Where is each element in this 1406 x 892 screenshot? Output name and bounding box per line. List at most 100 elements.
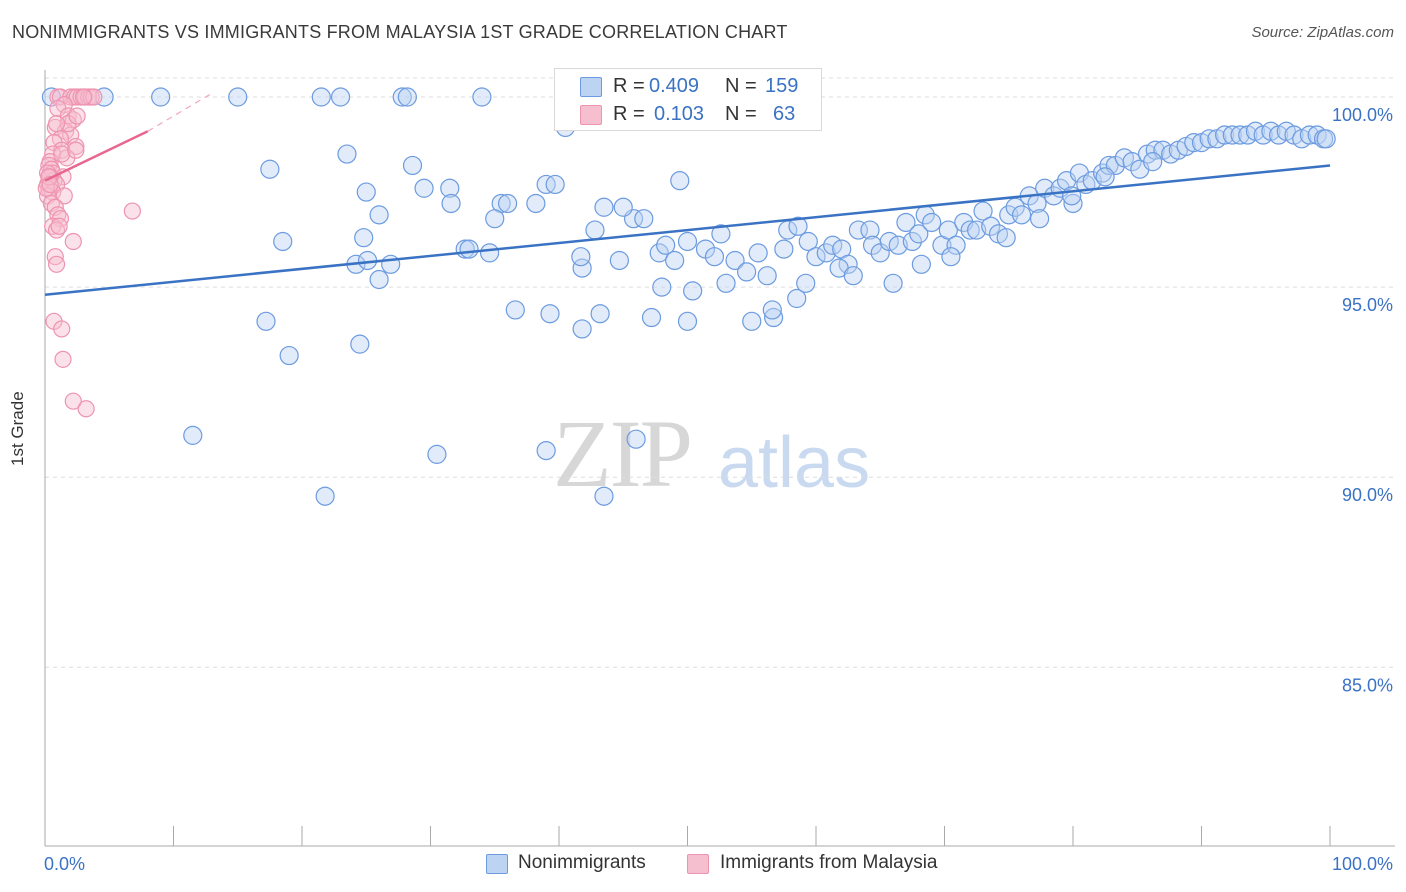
nonimmigrant-point <box>748 243 768 263</box>
nonimmigrant-point <box>704 247 725 267</box>
nonimmigrant-point <box>311 87 331 107</box>
bottom-legend-swatch-blue <box>486 854 508 874</box>
immigrant-point <box>53 145 71 163</box>
nonimmigrant-point <box>967 220 987 240</box>
nonimmigrant-point <box>1029 209 1050 229</box>
nonimmigrant-point <box>1199 129 1219 149</box>
nonimmigrant-point <box>1063 193 1083 214</box>
nonimmigrant-point <box>330 87 351 107</box>
nonimmigrant-point <box>369 205 389 225</box>
nonimmigrant-point <box>505 300 525 320</box>
immigrant-point <box>53 320 71 338</box>
legend-r-value: 0.409 <box>649 75 700 97</box>
nonimmigrant-point <box>911 254 931 274</box>
nonimmigrant-point <box>402 155 423 176</box>
nonimmigrant-point <box>356 182 376 202</box>
immigrant-point <box>123 202 141 220</box>
nonimmigrant-point <box>725 250 745 271</box>
nonimmigrant-point <box>594 486 614 506</box>
bottom-legend-swatch-pink <box>687 854 709 874</box>
nonimmigrant-point <box>613 197 633 217</box>
nonimmigrant-point <box>649 243 669 263</box>
nonimmigrant-point <box>711 224 731 244</box>
immigrants-trend-line <box>44 130 149 182</box>
chart-title: NONIMMIGRANTS VS IMMIGRANTS FROM MALAYSI… <box>12 22 788 42</box>
nonimmigrant-point <box>260 159 280 179</box>
nonimmigrant-point <box>594 197 614 217</box>
nonimmigrant-point <box>774 239 794 259</box>
nonimmigrant-point <box>441 193 461 214</box>
nonimmigrant-point <box>228 87 248 107</box>
nonimmigrant-point <box>656 235 676 255</box>
nonimmigrant-point <box>843 266 863 286</box>
nonimmigrant-point <box>369 269 389 290</box>
nonimmigrant-point <box>973 201 993 221</box>
nonimmigrant-point <box>716 273 736 293</box>
nonimmigrant-point <box>896 212 916 233</box>
nonimmigrant-point <box>677 231 698 252</box>
immigrant-point <box>47 115 66 133</box>
nonimmigrant-point <box>571 247 591 267</box>
nonimmigrant-point <box>414 178 434 198</box>
nonimmigrant-point <box>585 220 605 240</box>
watermark-zip: ZIP <box>553 400 693 507</box>
nonimmigrant-point <box>848 220 869 240</box>
nonimmigrant-point <box>1184 133 1204 153</box>
nonimmigrant-point <box>1095 167 1115 187</box>
nonimmigrant-point <box>526 193 546 214</box>
y-tick-label: 95.0% <box>1342 295 1393 315</box>
watermark-atlas: atlas <box>718 423 871 503</box>
legend-swatch-blue <box>580 77 602 97</box>
legend-row-immigrants: R = 0.103 N = 63 <box>555 101 821 129</box>
nonimmigrant-point <box>256 311 276 331</box>
immigrant-point <box>64 392 82 410</box>
legend-r-label: R = <box>613 75 645 97</box>
nonimmigrant-point <box>1215 125 1235 145</box>
nonimmigrant-point <box>652 277 672 297</box>
legend-n-label: N = <box>725 103 757 125</box>
immigrants-trend-extension <box>147 92 213 132</box>
legend-n-value: 159 <box>765 75 799 97</box>
immigrant-point <box>74 88 93 106</box>
immigrant-point <box>67 137 85 156</box>
nonimmigrant-point <box>1145 140 1165 160</box>
nonimmigrant-point <box>665 250 685 271</box>
nonimmigrant-point <box>94 87 114 107</box>
y-axis-label: 1st Grade <box>8 391 27 466</box>
immigrant-point <box>55 187 73 205</box>
source-credit: Source: ZipAtlas.com <box>1251 24 1394 41</box>
x-tick-label: 0.0% <box>44 854 85 874</box>
nonimmigrant-point <box>498 193 518 214</box>
x-tick-label: 100.0% <box>1332 854 1393 874</box>
legend-swatch-pink <box>580 105 602 125</box>
nonimmigrant-point <box>1222 125 1242 145</box>
immigrant-point <box>67 141 85 159</box>
nonimmigrant-point <box>888 235 908 255</box>
y-tick-label: 90.0% <box>1342 485 1393 505</box>
y-tick-label: 100.0% <box>1332 105 1393 125</box>
nonimmigrant-point <box>796 273 816 293</box>
legend-r-value: 0.103 <box>654 103 705 125</box>
nonimmigrant-point <box>941 247 961 267</box>
nonimmigrant-point <box>472 87 492 107</box>
nonimmigrant-point <box>787 288 807 309</box>
nonimmigrant-point <box>1143 152 1163 172</box>
nonimmigrant-point <box>806 247 826 267</box>
nonimmigrant-point <box>572 319 592 339</box>
nonimmigrant-point <box>354 228 374 248</box>
nonimmigrant-point <box>337 144 357 164</box>
nonimmigrant-point <box>677 311 698 331</box>
nonimmigrant-point <box>590 304 610 324</box>
nonimmigrant-point <box>151 87 171 107</box>
nonimmigrant-point <box>1230 125 1250 145</box>
nonimmigrant-point <box>1011 205 1032 225</box>
nonimmigrant-point <box>397 87 417 107</box>
nonimmigrant-point <box>763 307 784 328</box>
nonimmigrant-point <box>670 171 690 191</box>
legend-row-nonimmigrants: R = 0.409 N = 159 <box>555 73 821 101</box>
immigrant-point <box>64 232 82 251</box>
nonimmigrant-point <box>540 304 560 324</box>
nonimmigrant-point <box>279 345 299 366</box>
nonimmigrant-point <box>742 311 762 331</box>
